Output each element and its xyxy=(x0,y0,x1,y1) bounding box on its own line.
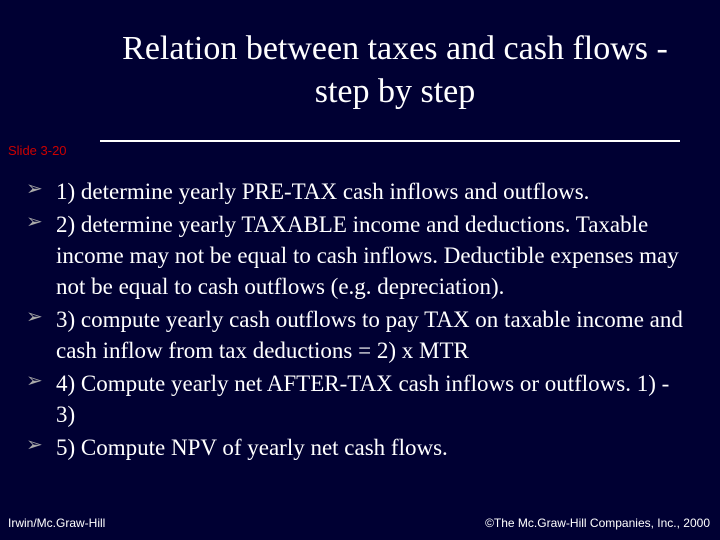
list-item: 3) compute yearly cash outflows to pay T… xyxy=(24,304,692,366)
content-area: 1) determine yearly PRE-TAX cash inflows… xyxy=(24,176,692,465)
list-item: 4) Compute yearly net AFTER-TAX cash inf… xyxy=(24,368,692,430)
title-underline-rule xyxy=(100,140,680,142)
bullet-list: 1) determine yearly PRE-TAX cash inflows… xyxy=(24,176,692,463)
slide-number-label: Slide 3-20 xyxy=(8,143,67,158)
slide-container: Relation between taxes and cash flows - … xyxy=(0,0,720,540)
list-item: 5) Compute NPV of yearly net cash flows. xyxy=(24,432,692,463)
list-item: 1) determine yearly PRE-TAX cash inflows… xyxy=(24,176,692,207)
footer-right: ©The Mc.Graw-Hill Companies, Inc., 2000 xyxy=(485,516,710,530)
slide-title: Relation between taxes and cash flows - … xyxy=(110,28,680,113)
footer-left: Irwin/Mc.Graw-Hill xyxy=(8,516,105,530)
title-block: Relation between taxes and cash flows - … xyxy=(110,28,680,113)
list-item: 2) determine yearly TAXABLE income and d… xyxy=(24,209,692,302)
